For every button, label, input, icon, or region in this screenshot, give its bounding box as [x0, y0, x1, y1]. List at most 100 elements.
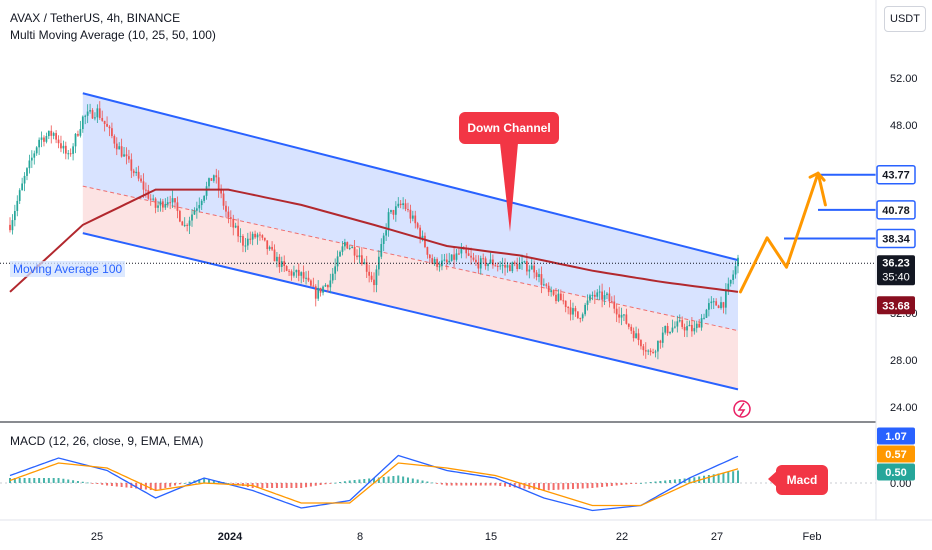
candle-body: [511, 262, 514, 272]
candle-body: [74, 133, 77, 147]
candle-body: [305, 277, 307, 279]
candle-body: [380, 243, 383, 257]
macd-histogram-bar: [334, 482, 337, 484]
candle: [722, 301, 725, 314]
candle-body: [307, 277, 310, 281]
candle: [45, 132, 48, 144]
macd-histogram-bar: [615, 483, 618, 486]
candle-body: [428, 254, 431, 259]
candle: [688, 320, 691, 327]
candle-body: [227, 211, 230, 218]
candle: [569, 299, 572, 321]
currency-button[interactable]: USDT: [884, 6, 926, 32]
candle-body: [477, 262, 480, 269]
candle: [489, 252, 492, 265]
candle: [348, 245, 351, 251]
candle-body: [572, 308, 574, 315]
candle-body: [411, 215, 414, 219]
candle-body: [482, 258, 485, 260]
candle: [128, 149, 130, 163]
candle-body: [132, 170, 135, 174]
macd-callout: Macd: [768, 465, 828, 495]
macd-histogram-bar: [703, 475, 706, 483]
candle: [171, 190, 174, 208]
candle: [426, 246, 429, 259]
candle: [26, 167, 28, 181]
macd-histogram-bar: [23, 478, 26, 483]
candle: [659, 339, 662, 349]
candle-body: [266, 240, 269, 250]
macd-histogram-bar: [280, 483, 283, 488]
candle-body: [518, 263, 521, 270]
candle-body: [724, 290, 727, 308]
macd-histogram-bar: [605, 483, 608, 487]
candle: [242, 234, 244, 253]
macd-histogram-bar: [47, 478, 50, 483]
candle-body: [492, 259, 494, 266]
macd-histogram-bar: [203, 478, 206, 483]
macd-histogram-bar: [314, 483, 317, 486]
candle: [382, 232, 385, 252]
macd-badge-bg: [877, 445, 915, 463]
candle-body: [358, 255, 361, 258]
candle: [261, 234, 264, 241]
macd-histogram-bar: [101, 483, 104, 485]
candle: [664, 325, 667, 335]
candle: [737, 254, 739, 274]
candle: [33, 150, 36, 165]
candle-body: [108, 126, 111, 129]
candle-body: [586, 300, 589, 305]
annotations: Down Channel Macd: [459, 112, 828, 495]
candle: [229, 210, 232, 227]
macd-histogram-bar: [426, 481, 429, 483]
candle: [666, 322, 669, 336]
macd-histogram-bar: [591, 483, 594, 488]
indicator-label: Multi Moving Average (10, 25, 50, 100): [10, 28, 216, 42]
candle-body: [695, 323, 698, 329]
candle: [681, 316, 684, 330]
candle-body: [232, 218, 235, 228]
candle: [695, 320, 698, 333]
macd-histogram-bar: [38, 478, 41, 483]
candle: [644, 342, 647, 359]
candle-body: [375, 269, 378, 286]
macd-histogram-bar: [329, 483, 332, 484]
candle-body: [72, 146, 74, 154]
candle-body: [152, 198, 155, 200]
candle-body: [23, 175, 26, 184]
candle: [276, 251, 278, 268]
candle-body: [261, 235, 264, 238]
candle-body: [669, 331, 671, 334]
candle-body: [181, 221, 184, 226]
price-tick-label: 24.00: [890, 402, 918, 414]
candle-body: [538, 274, 540, 278]
macd-histogram-bar: [81, 481, 84, 483]
candle: [608, 287, 611, 308]
macd-callout-text: Macd: [787, 473, 818, 487]
candle: [416, 221, 419, 230]
candle: [581, 312, 584, 322]
macd-histogram-bar: [737, 470, 739, 483]
candle: [225, 201, 227, 218]
macd-histogram-bar: [319, 483, 322, 485]
candle: [254, 230, 256, 239]
macd-histogram-bar: [659, 481, 662, 483]
candle: [181, 220, 184, 226]
candle: [620, 307, 623, 326]
macd-histogram-bar: [169, 483, 172, 487]
candle-body: [271, 246, 273, 250]
candle-body: [708, 303, 710, 310]
lightning-icon-ring: [733, 400, 751, 418]
macd-histogram-bar: [91, 483, 94, 484]
candle-body: [489, 259, 492, 264]
candle-body: [111, 128, 113, 137]
candle: [545, 283, 548, 289]
macd-histogram-bar: [673, 479, 676, 483]
candle: [552, 289, 555, 297]
candle: [397, 197, 400, 209]
candle: [542, 278, 545, 287]
candle: [610, 296, 613, 303]
macd-histogram-bar: [261, 483, 264, 488]
macd-histogram-bar: [678, 479, 681, 483]
